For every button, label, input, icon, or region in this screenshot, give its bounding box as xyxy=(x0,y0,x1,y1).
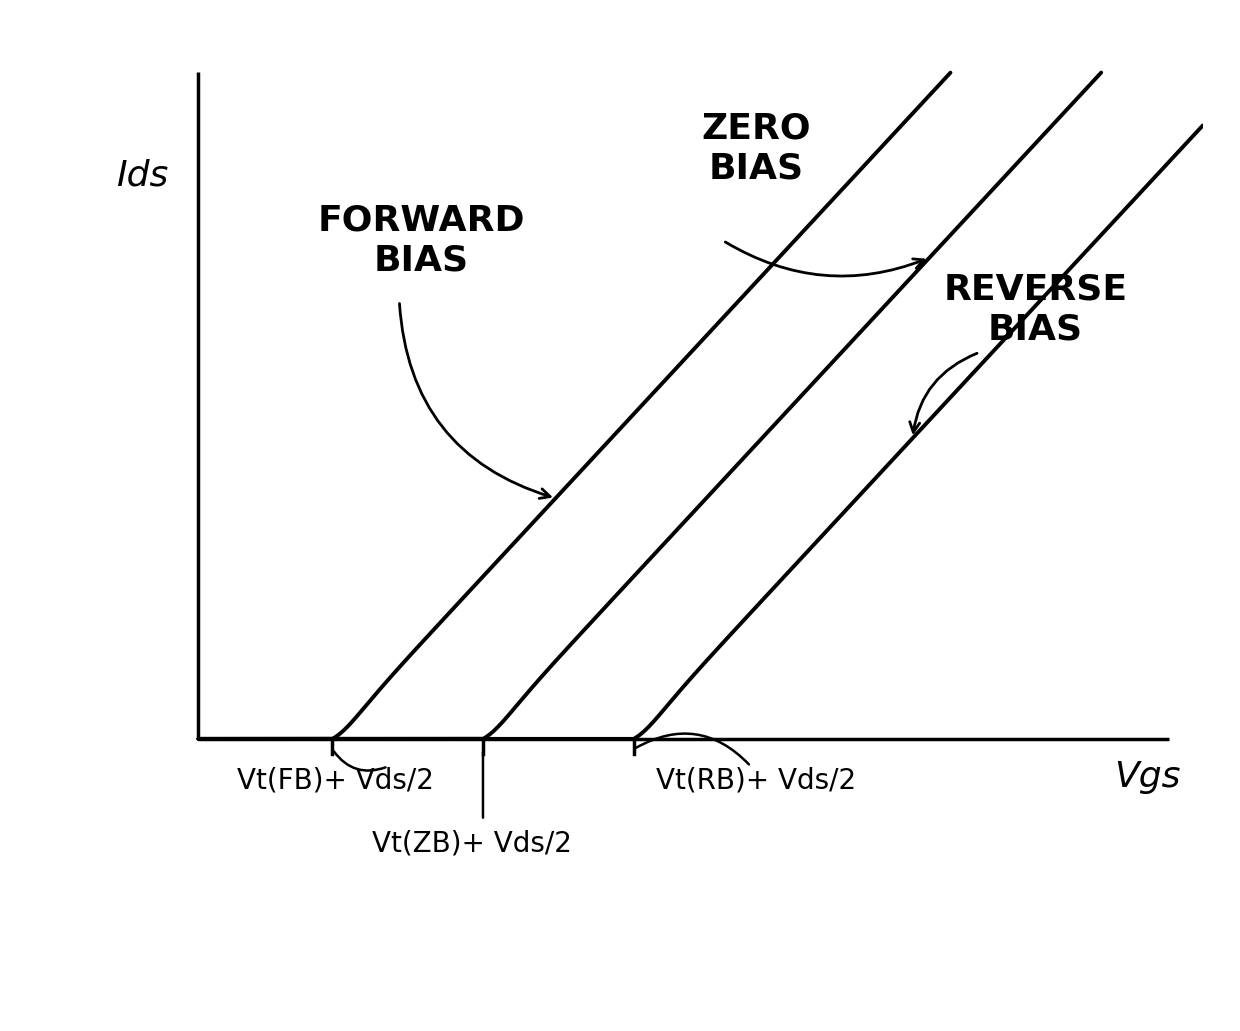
Text: Vgs: Vgs xyxy=(1114,761,1180,794)
Text: REVERSE
BIAS: REVERSE BIAS xyxy=(944,272,1127,346)
Text: Vt(RB)+ Vds/2: Vt(RB)+ Vds/2 xyxy=(656,766,856,794)
Text: FORWARD
BIAS: FORWARD BIAS xyxy=(317,204,526,277)
Text: Ids: Ids xyxy=(117,159,169,192)
Text: ZERO
BIAS: ZERO BIAS xyxy=(702,111,811,186)
Text: Vt(FB)+ Vds/2: Vt(FB)+ Vds/2 xyxy=(238,766,434,794)
Text: Vt(ZB)+ Vds/2: Vt(ZB)+ Vds/2 xyxy=(372,829,572,857)
